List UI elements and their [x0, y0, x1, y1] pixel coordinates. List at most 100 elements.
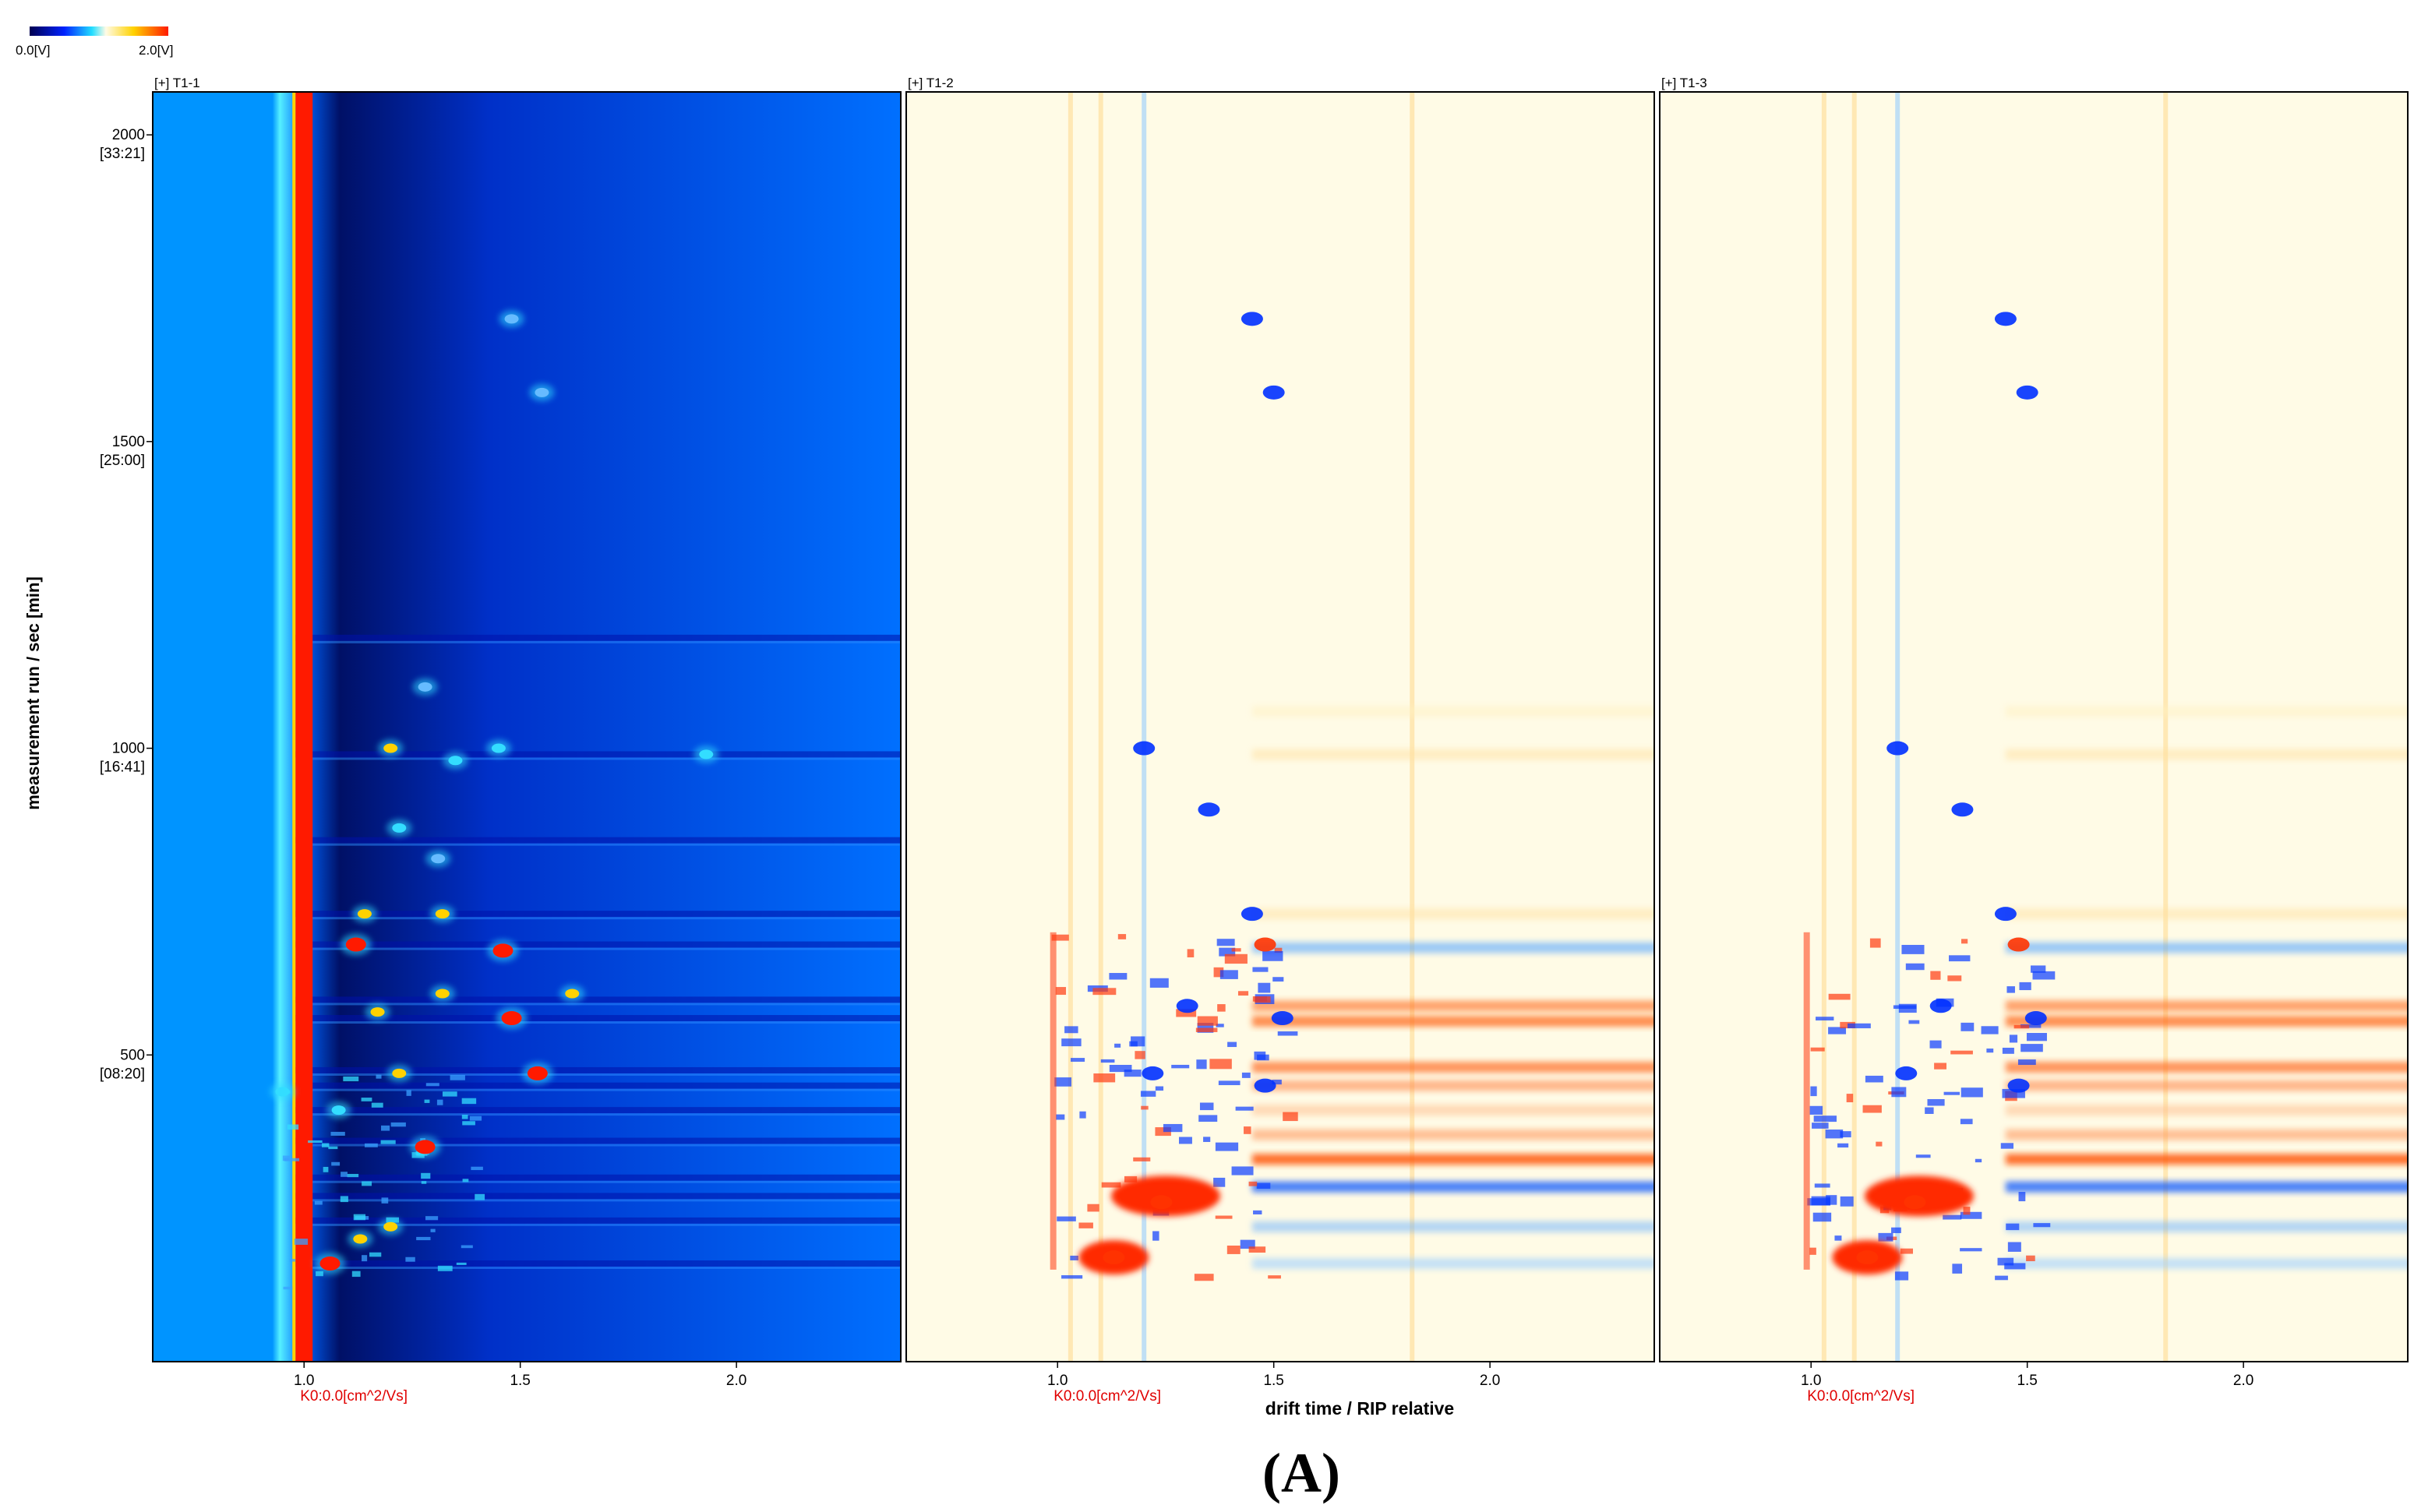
difference-clutter	[2007, 1242, 2021, 1252]
difference-clutter	[1963, 1207, 1971, 1215]
intensity-peak	[345, 937, 366, 952]
difference-clutter	[2000, 1143, 2013, 1149]
difference-clutter	[1272, 977, 1284, 982]
difference-clutter	[1064, 1026, 1078, 1034]
difference-clutter	[1927, 1098, 1945, 1106]
difference-column	[1410, 92, 1415, 1362]
difference-band	[1251, 1080, 1654, 1091]
panel-frame	[1659, 91, 2409, 1362]
difference-clutter	[1809, 1247, 1816, 1255]
intensity-clutter	[362, 1255, 368, 1262]
y-tick-label: 1000	[112, 741, 145, 757]
difference-clutter	[1949, 955, 1971, 962]
difference-column	[1098, 92, 1103, 1362]
intensity-clutter	[424, 1099, 430, 1103]
difference-clutter	[1865, 1075, 1883, 1083]
difference-band	[2005, 706, 2408, 717]
difference-clutter	[1248, 1181, 1258, 1186]
difference-column	[1068, 92, 1073, 1362]
difference-clutter	[1194, 1274, 1214, 1281]
intensity-clutter	[456, 1262, 467, 1265]
intensity-stripe-light	[293, 1021, 901, 1024]
intensity-clutter	[475, 1193, 485, 1200]
difference-clutter	[1218, 1080, 1241, 1086]
difference-clutter	[1195, 1027, 1218, 1032]
difference-band	[1251, 1181, 1654, 1193]
x-tick-label: 1.0	[294, 1373, 314, 1389]
intensity-peak	[565, 989, 580, 999]
difference-clutter	[1196, 1059, 1207, 1070]
difference-clutter	[1812, 1212, 1832, 1222]
intensity-clutter	[287, 1124, 299, 1130]
difference-clutter	[2026, 1033, 2047, 1041]
difference-clutter	[1846, 1094, 1854, 1103]
difference-feature	[1994, 312, 2017, 326]
difference-clutter	[1135, 1051, 1145, 1059]
panel-t1-1: [+] T1-1 1.0 1.5 2.0 K0:0.0[cm^2/Vs]	[152, 76, 902, 1405]
difference-clutter	[1943, 1214, 1962, 1220]
intensity-stripe	[293, 1107, 901, 1114]
difference-clutter	[1869, 938, 1881, 948]
intensity-clutter	[328, 1146, 338, 1150]
difference-clutter	[1915, 1154, 1931, 1158]
intensity-stripe-light	[293, 1199, 901, 1202]
intensity-clutter	[323, 1166, 329, 1172]
difference-clutter	[1215, 1215, 1233, 1219]
difference-band	[2005, 908, 2408, 920]
difference-clutter	[1943, 1091, 1960, 1095]
intensity-stripe	[293, 1137, 901, 1144]
intensity-clutter	[462, 1121, 475, 1126]
intensity-clutter	[376, 1074, 382, 1079]
intensity-clutter	[361, 1098, 372, 1101]
difference-clutter	[1934, 1063, 1946, 1070]
intensity-peak	[383, 743, 398, 753]
difference-band	[2005, 1129, 2408, 1140]
difference-clutter	[1231, 948, 1241, 952]
intensity-clutter	[314, 1200, 323, 1205]
intensity-peak	[357, 909, 372, 919]
intensity-peak	[491, 743, 506, 753]
difference-clutter	[1199, 1102, 1214, 1111]
y-tick-label: 1500	[112, 434, 145, 450]
difference-band	[2005, 1221, 2408, 1232]
intensity-clutter	[471, 1166, 483, 1171]
difference-clutter	[1814, 1183, 1830, 1188]
difference-clutter	[1141, 1105, 1149, 1110]
y-tick-label: 2000	[112, 127, 145, 143]
difference-clutter	[1197, 1016, 1218, 1026]
difference-clutter	[1908, 1020, 1920, 1024]
difference-band	[1251, 1000, 1654, 1012]
difference-clutter	[1198, 1115, 1218, 1123]
difference-clutter	[1825, 1130, 1844, 1139]
difference-clutter	[1258, 982, 1271, 993]
difference-clutter	[1876, 1141, 1883, 1147]
y-axis: 500 [08:20] 1000 [16:41] 1500 [25:00] 2000 [33:…	[100, 127, 153, 1082]
intensity-peak	[415, 1140, 436, 1154]
difference-clutter	[1213, 1177, 1226, 1187]
difference-clutter	[1056, 1114, 1065, 1120]
intensity-clutter	[308, 1140, 323, 1144]
difference-clutter	[1952, 1264, 1963, 1274]
difference-clutter	[1070, 1255, 1078, 1260]
difference-clutter	[1109, 1065, 1132, 1073]
difference-clutter	[1891, 1227, 1901, 1233]
intensity-clutter	[405, 1256, 415, 1262]
intensity-clutter	[442, 1091, 457, 1097]
colorbar	[30, 26, 168, 36]
k0-label: K0:0.0[cm^2/Vs]	[1807, 1388, 1915, 1405]
difference-clutter	[1252, 967, 1269, 972]
difference-clutter	[1240, 1239, 1255, 1249]
intensity-stripe-light	[293, 843, 901, 846]
intensity-stripe-light	[293, 1073, 901, 1076]
difference-clutter	[2006, 1223, 2020, 1231]
y-axis-label: measurement run / sec [min]	[23, 576, 43, 810]
difference-clutter	[1960, 1211, 1982, 1219]
intensity-peak	[275, 1087, 290, 1097]
difference-feature	[1271, 1011, 1293, 1026]
difference-clutter	[1231, 1166, 1254, 1175]
difference-clutter	[1055, 987, 1067, 996]
difference-clutter	[1253, 1210, 1262, 1214]
difference-feature	[1103, 1250, 1125, 1265]
intensity-clutter	[390, 1122, 406, 1127]
